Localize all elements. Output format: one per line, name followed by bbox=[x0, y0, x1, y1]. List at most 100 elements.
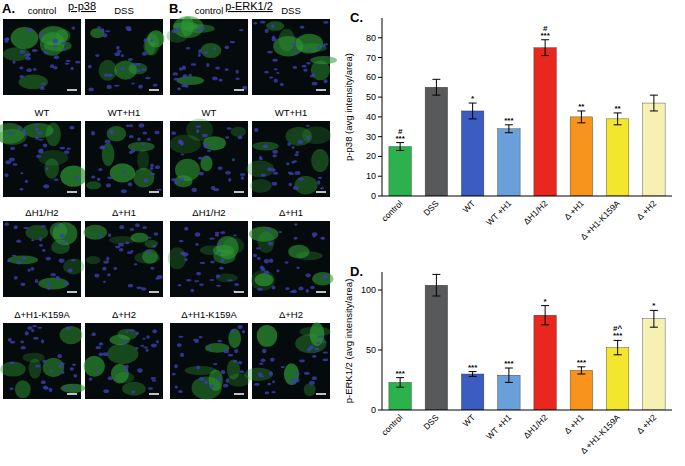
nucleus bbox=[53, 45, 57, 48]
nucleus bbox=[323, 275, 328, 279]
nucleus bbox=[294, 223, 297, 226]
tick-label: 70 bbox=[366, 53, 376, 63]
nucleus bbox=[66, 147, 70, 149]
category-label: DSS bbox=[421, 198, 441, 218]
error-bar bbox=[469, 103, 477, 119]
nucleus bbox=[215, 232, 220, 234]
nucleus bbox=[10, 388, 14, 391]
error-cap bbox=[505, 132, 513, 133]
panel-letter: D. bbox=[350, 264, 363, 279]
bar bbox=[389, 147, 411, 196]
green-stain bbox=[99, 60, 117, 81]
nucleus bbox=[131, 250, 134, 252]
axis-title: p-p38 (avg intensity/area) bbox=[343, 53, 354, 161]
nucleus bbox=[180, 177, 184, 181]
micrograph-bg bbox=[85, 19, 163, 95]
nucleus bbox=[196, 129, 199, 133]
error-line bbox=[653, 310, 654, 327]
nucleus bbox=[121, 54, 124, 57]
bar bbox=[570, 117, 592, 196]
nucleus bbox=[269, 258, 274, 262]
nucleus bbox=[72, 386, 76, 389]
nucleus bbox=[196, 126, 202, 128]
nucleus bbox=[50, 370, 54, 372]
nucleus bbox=[312, 232, 318, 236]
nucleus bbox=[97, 177, 100, 181]
green-stain bbox=[176, 76, 204, 85]
nucleus bbox=[152, 245, 156, 247]
image-label: WT+H1 bbox=[108, 107, 140, 118]
nucleus bbox=[137, 138, 141, 142]
micrograph bbox=[3, 221, 84, 297]
category-label: Δ +H1 bbox=[562, 412, 586, 436]
nucleus bbox=[290, 382, 296, 385]
nucleus bbox=[292, 66, 297, 69]
nucleus bbox=[150, 267, 154, 270]
category-label: ΔH1/H2 bbox=[521, 198, 549, 226]
nucleus bbox=[300, 26, 305, 29]
scale-bar bbox=[234, 393, 244, 395]
nucleus bbox=[103, 389, 109, 393]
nucleus bbox=[231, 329, 235, 333]
green-stain bbox=[170, 135, 201, 154]
nucleus bbox=[107, 85, 112, 89]
error-line bbox=[653, 95, 654, 111]
micrograph-bg bbox=[170, 323, 248, 399]
error-bar bbox=[650, 95, 658, 111]
nucleus bbox=[5, 223, 9, 226]
green-stain bbox=[22, 353, 44, 363]
nucleus bbox=[253, 254, 257, 258]
nucleus bbox=[91, 131, 95, 135]
green-stain bbox=[110, 163, 135, 182]
nucleus bbox=[272, 59, 278, 62]
error-line bbox=[436, 79, 437, 95]
nucleus bbox=[39, 237, 42, 241]
nucleus bbox=[190, 289, 194, 292]
nucleus bbox=[121, 340, 125, 342]
nucleus bbox=[122, 171, 125, 174]
green-stain bbox=[8, 255, 38, 264]
tick-label: 0 bbox=[371, 191, 376, 201]
nucleus bbox=[264, 259, 269, 263]
nucleus bbox=[145, 77, 150, 80]
marks bbox=[389, 40, 665, 196]
tick-mark bbox=[378, 350, 382, 351]
nucleus bbox=[99, 342, 103, 345]
nucleus bbox=[233, 360, 237, 363]
error-cap bbox=[614, 354, 622, 355]
category-label: DSS bbox=[421, 412, 441, 432]
nucleus bbox=[119, 248, 124, 251]
bar-chart: C.p-p38 (avg intensity/area)***#*******#… bbox=[343, 10, 672, 242]
nucleus bbox=[216, 274, 220, 278]
nucleus bbox=[43, 184, 49, 188]
error-line bbox=[400, 143, 401, 151]
nucleus bbox=[172, 29, 177, 33]
nucleus bbox=[12, 163, 17, 166]
significance-label: ** bbox=[615, 104, 622, 113]
nucleus bbox=[64, 150, 70, 154]
nucleus bbox=[206, 63, 209, 67]
nucleus bbox=[269, 76, 273, 78]
error-cap bbox=[432, 296, 440, 297]
nucleus bbox=[128, 182, 132, 186]
green-stain bbox=[63, 259, 84, 275]
nucleus bbox=[22, 256, 27, 259]
significance-label: # bbox=[543, 24, 548, 33]
nucleus bbox=[23, 133, 26, 136]
green-stain bbox=[114, 61, 137, 80]
nucleus bbox=[219, 267, 223, 270]
tick-label: 30 bbox=[366, 132, 376, 142]
nucleus bbox=[272, 380, 275, 383]
error-cap bbox=[541, 55, 549, 56]
nucleus bbox=[148, 387, 153, 390]
nucleus bbox=[137, 69, 141, 72]
nucleus bbox=[228, 178, 231, 182]
error-line bbox=[508, 125, 509, 133]
nucleus bbox=[209, 347, 212, 350]
nucleus bbox=[109, 130, 114, 134]
green-stain bbox=[145, 240, 158, 248]
nucleus bbox=[136, 63, 141, 66]
green-stain bbox=[122, 382, 146, 396]
scale-bar bbox=[149, 291, 159, 293]
nucleus bbox=[120, 67, 125, 70]
